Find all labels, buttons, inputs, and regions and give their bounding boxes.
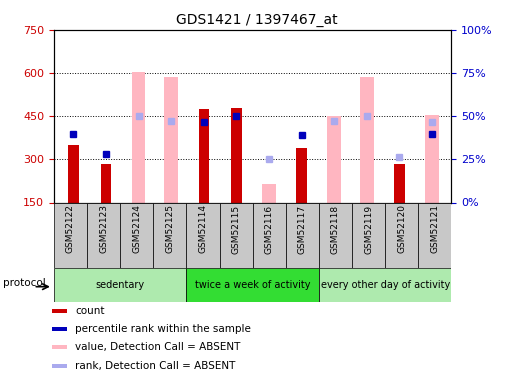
Bar [52, 363, 67, 368]
Text: every other day of activity: every other day of activity [321, 280, 450, 290]
Text: sedentary: sedentary [95, 280, 145, 290]
Text: GSM52120: GSM52120 [397, 204, 406, 254]
Bar [199, 109, 209, 202]
Bar [360, 78, 373, 203]
Text: GSM52121: GSM52121 [430, 204, 439, 254]
Bar [220, 202, 252, 268]
Bar [52, 309, 67, 313]
Text: GSM52125: GSM52125 [165, 204, 174, 254]
Bar [164, 78, 178, 203]
Bar [319, 202, 352, 268]
Text: percentile rank within the sample: percentile rank within the sample [75, 324, 251, 334]
Bar [54, 202, 87, 268]
Text: protocol: protocol [3, 278, 46, 288]
Bar [54, 268, 186, 302]
Bar [286, 202, 319, 268]
Text: value, Detection Call = ABSENT: value, Detection Call = ABSENT [75, 342, 240, 352]
Text: GSM52117: GSM52117 [298, 204, 307, 254]
Bar [186, 268, 319, 302]
Bar [68, 145, 78, 202]
Bar [186, 202, 220, 268]
Bar [52, 345, 67, 350]
Bar [132, 72, 146, 202]
Text: GSM52119: GSM52119 [364, 204, 373, 254]
Bar [418, 202, 451, 268]
Text: GSM52123: GSM52123 [99, 204, 108, 254]
Bar [231, 108, 242, 202]
Text: GSM52114: GSM52114 [199, 204, 207, 254]
Bar [385, 202, 418, 268]
Text: GSM52116: GSM52116 [265, 204, 274, 254]
Bar [101, 164, 111, 202]
Bar [297, 148, 307, 202]
Bar [252, 202, 286, 268]
Bar [425, 115, 439, 202]
Text: twice a week of activity: twice a week of activity [195, 280, 310, 290]
Bar [262, 184, 276, 203]
Text: GSM52118: GSM52118 [331, 204, 340, 254]
Text: GSM52122: GSM52122 [66, 204, 75, 254]
Bar [52, 327, 67, 331]
Text: GSM52115: GSM52115 [231, 204, 241, 254]
Bar [319, 268, 451, 302]
Bar [153, 202, 186, 268]
Bar [120, 202, 153, 268]
Bar [352, 202, 385, 268]
Bar [327, 116, 341, 202]
Text: GSM52124: GSM52124 [132, 204, 141, 254]
Bar [87, 202, 120, 268]
Bar [394, 164, 405, 202]
Text: GDS1421 / 1397467_at: GDS1421 / 1397467_at [175, 13, 338, 27]
Text: rank, Detection Call = ABSENT: rank, Detection Call = ABSENT [75, 360, 235, 370]
Text: count: count [75, 306, 105, 316]
